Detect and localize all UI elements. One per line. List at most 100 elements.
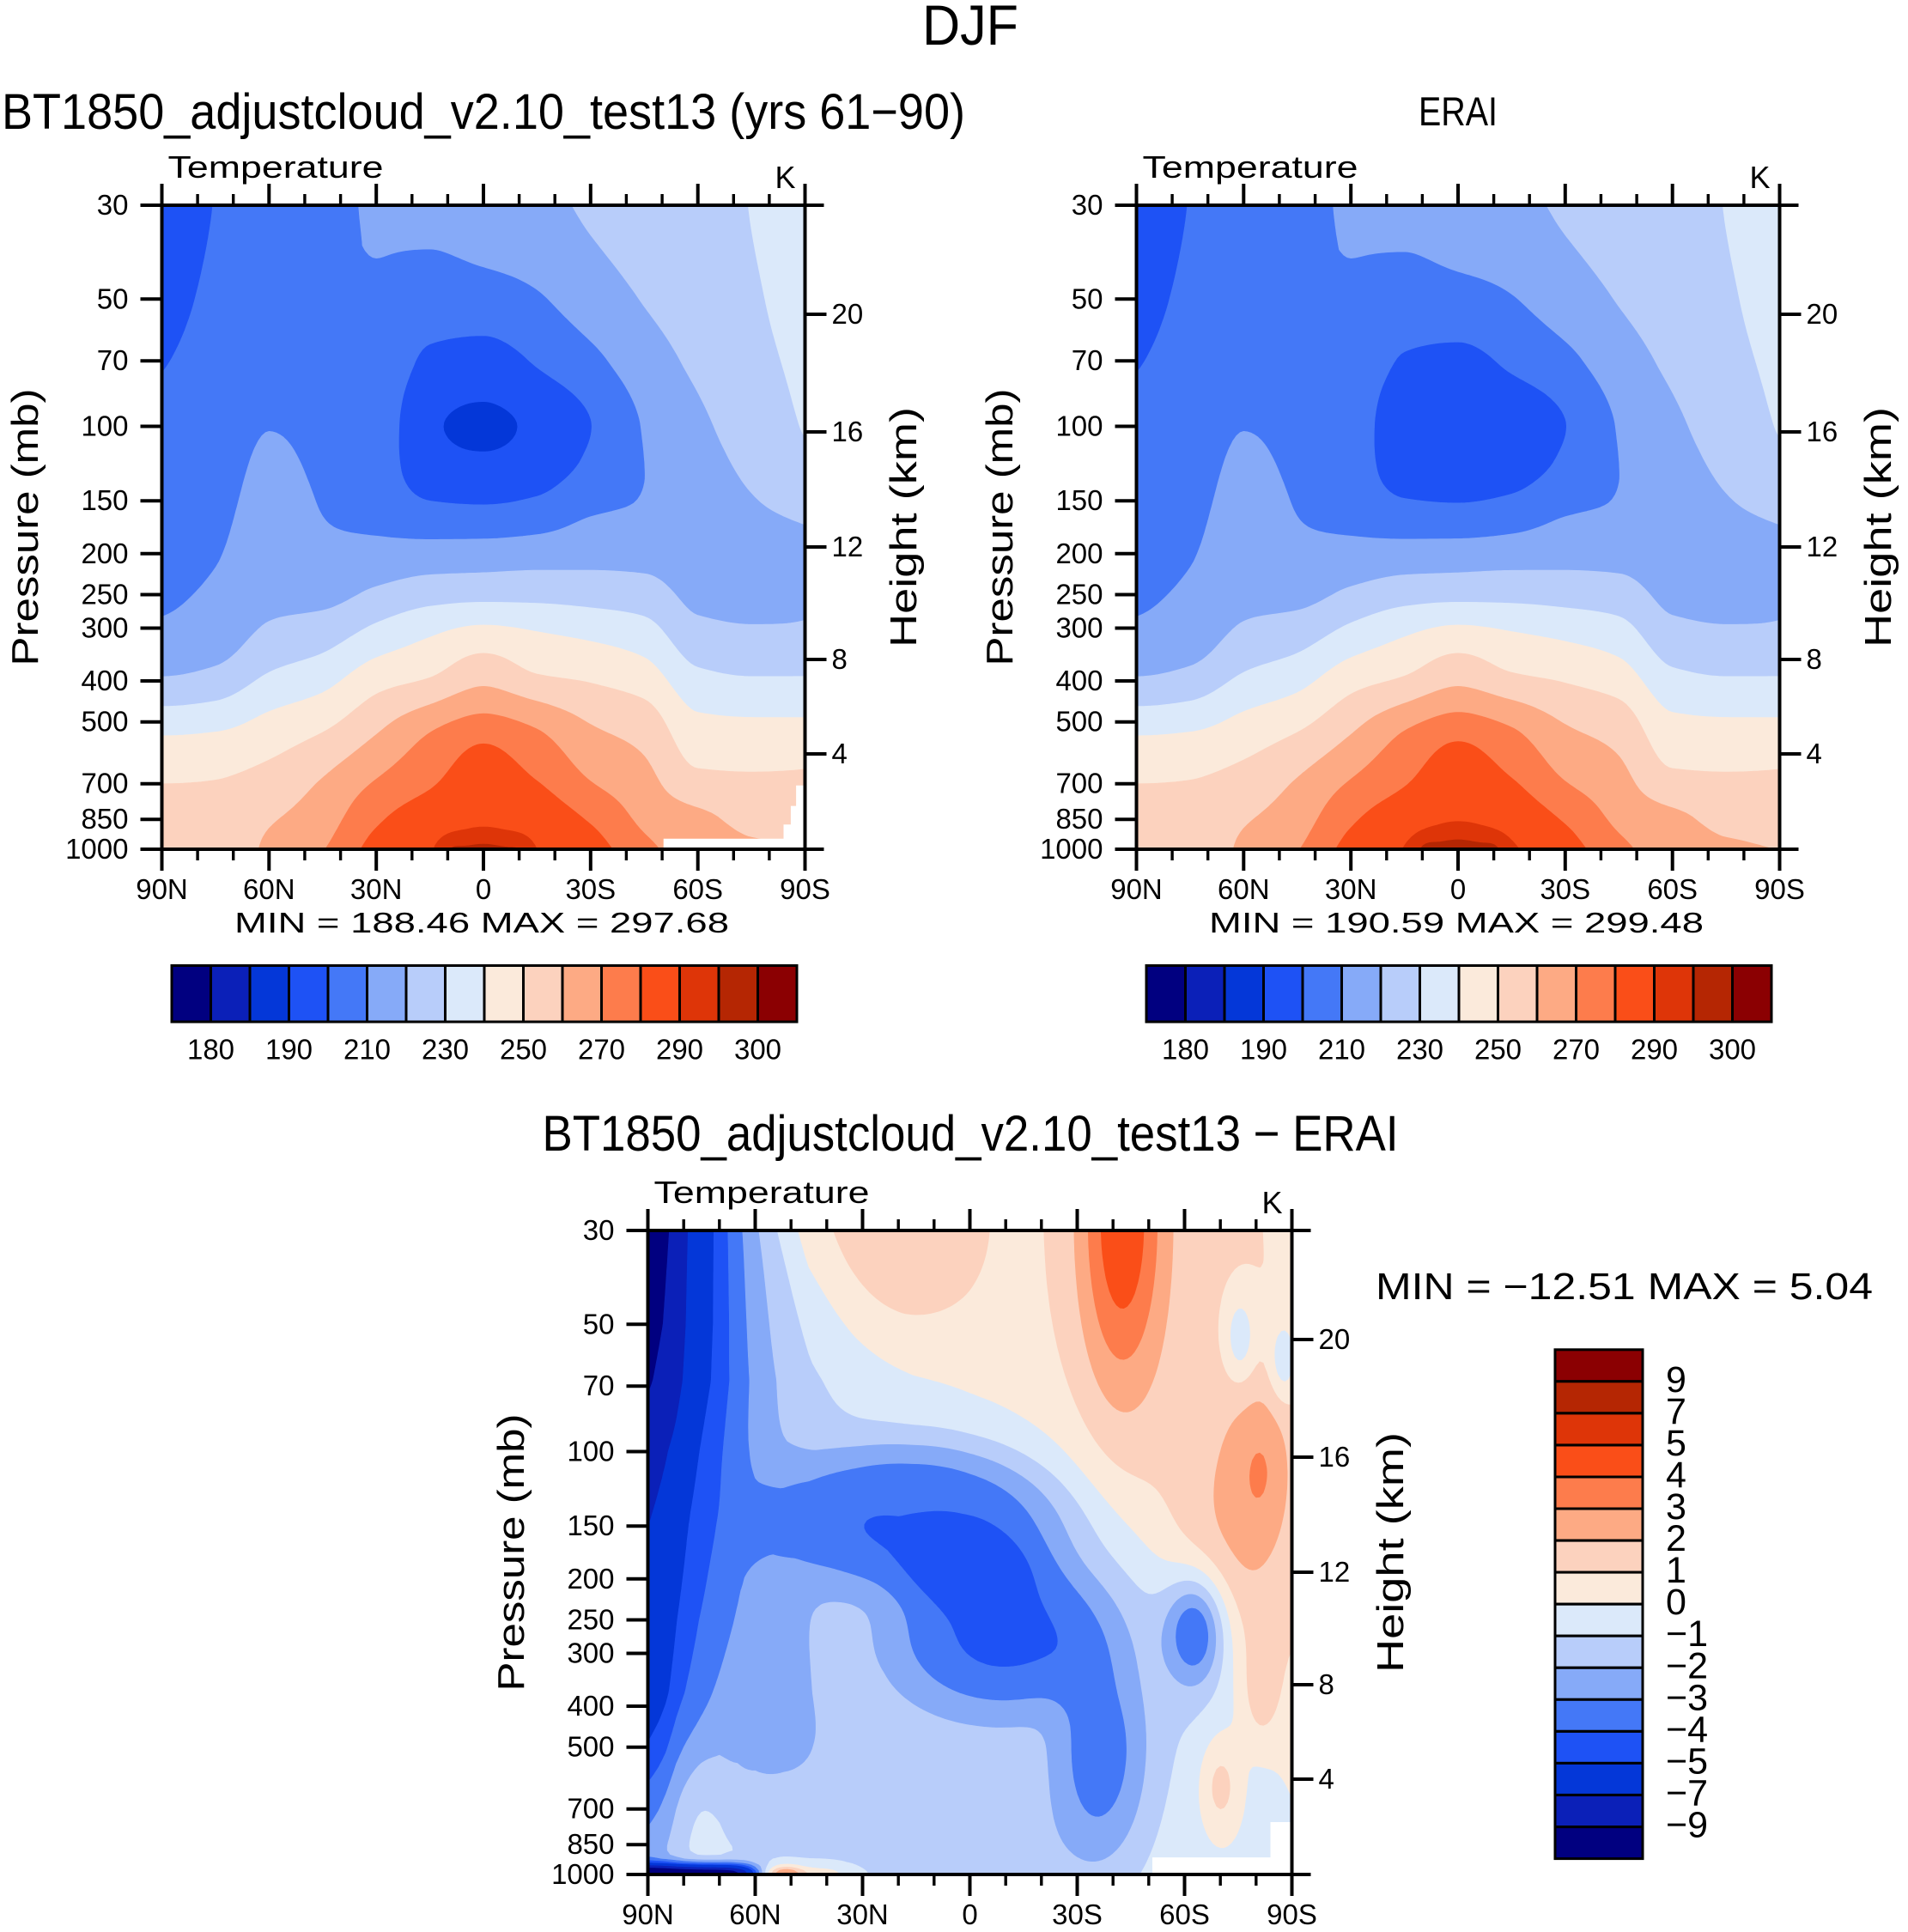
svg-text:400: 400 [567,1690,614,1722]
svg-text:3: 3 [1666,1486,1686,1528]
svg-text:200: 200 [81,538,128,569]
svg-text:1000: 1000 [65,833,128,865]
svg-text:250: 250 [567,1604,614,1636]
svg-text:70: 70 [583,1370,615,1401]
svg-text:MIN = 188.46 MAX = 297.: MIN = 188.46 MAX = 297.68 [234,907,729,939]
svg-text:−3: −3 [1666,1677,1708,1718]
svg-text:12: 12 [832,531,864,562]
svg-text:210: 210 [343,1034,391,1066]
svg-text:0: 0 [962,1899,977,1930]
svg-text:MIN = 190.59 MAX = 299.: MIN = 190.59 MAX = 299.48 [1209,907,1704,939]
svg-text:150: 150 [1055,484,1103,516]
svg-text:150: 150 [81,484,128,516]
svg-text:250: 250 [500,1034,547,1066]
svg-text:850: 850 [1055,803,1103,835]
svg-text:20: 20 [1807,298,1838,330]
svg-text:16: 16 [1807,416,1838,447]
svg-text:−1: −1 [1666,1613,1708,1655]
svg-text:1000: 1000 [1040,833,1103,865]
svg-text:60N: 60N [729,1899,781,1930]
svg-text:0: 0 [476,873,491,905]
svg-text:200: 200 [567,1563,614,1595]
svg-text:700: 700 [567,1793,614,1825]
svg-text:60S: 60S [1647,873,1698,905]
svg-text:Temperature: Temperature [168,149,384,185]
svg-text:500: 500 [81,706,128,738]
svg-text:210: 210 [1318,1034,1365,1066]
svg-text:90S: 90S [1754,873,1805,905]
svg-text:−4: −4 [1666,1709,1708,1750]
svg-text:200: 200 [1055,538,1103,569]
svg-text:250: 250 [1474,1034,1522,1066]
svg-text:Height (km): Height (km) [1857,407,1899,647]
svg-text:500: 500 [1055,706,1103,738]
svg-text:20: 20 [1319,1323,1351,1355]
svg-text:250: 250 [81,579,128,611]
svg-text:BT1850_adjustcloud_v2.10_test1: BT1850_adjustcloud_v2.10_test13 − ERAI [543,1106,1399,1162]
svg-text:K: K [1749,160,1770,195]
svg-text:850: 850 [81,803,128,835]
svg-text:50: 50 [1072,283,1103,314]
svg-text:270: 270 [578,1034,625,1066]
svg-text:30: 30 [583,1214,615,1246]
svg-text:60S: 60S [1159,1899,1210,1930]
svg-text:4: 4 [1319,1763,1334,1795]
svg-text:Temperature: Temperature [1143,149,1358,185]
svg-text:60N: 60N [1218,873,1270,905]
svg-text:50: 50 [583,1308,615,1340]
svg-text:250: 250 [1055,579,1103,611]
svg-text:230: 230 [1396,1034,1443,1066]
svg-text:K: K [775,160,795,195]
svg-text:290: 290 [1631,1034,1678,1066]
svg-text:16: 16 [832,416,864,447]
svg-text:7: 7 [1666,1391,1686,1432]
svg-text:1: 1 [1666,1550,1686,1591]
svg-text:400: 400 [1055,665,1103,696]
svg-text:180: 180 [187,1034,234,1066]
svg-text:700: 700 [1055,768,1103,799]
svg-text:9: 9 [1666,1359,1686,1400]
svg-text:60S: 60S [672,873,723,905]
svg-text:150: 150 [567,1510,614,1541]
svg-text:100: 100 [1055,410,1103,442]
svg-text:30N: 30N [1325,873,1377,905]
svg-text:4: 4 [1807,738,1822,769]
svg-text:300: 300 [1709,1034,1756,1066]
svg-text:Temperature: Temperature [654,1175,870,1210]
svg-text:0: 0 [1450,873,1466,905]
svg-text:Height (km): Height (km) [1370,1432,1412,1673]
svg-text:60N: 60N [243,873,295,905]
svg-text:90N: 90N [136,873,188,905]
svg-text:300: 300 [567,1637,614,1669]
svg-text:850: 850 [567,1828,614,1860]
svg-text:300: 300 [81,612,128,644]
svg-text:4: 4 [1666,1455,1686,1496]
svg-text:70: 70 [97,344,129,376]
svg-text:8: 8 [1319,1668,1334,1700]
svg-text:Pressure (mb): Pressure (mb) [979,389,1021,666]
svg-text:12: 12 [1807,531,1838,562]
svg-text:30S: 30S [1540,873,1590,905]
svg-text:90S: 90S [1267,1899,1317,1930]
svg-text:190: 190 [1240,1034,1287,1066]
svg-text:500: 500 [567,1731,614,1763]
svg-text:2: 2 [1666,1518,1686,1559]
svg-text:300: 300 [734,1034,781,1066]
svg-text:8: 8 [832,643,848,675]
svg-text:DJF: DJF [922,0,1018,57]
svg-text:180: 180 [1162,1034,1209,1066]
svg-text:190: 190 [265,1034,313,1066]
svg-text:−5: −5 [1666,1741,1708,1782]
svg-text:30: 30 [1072,189,1103,221]
svg-text:50: 50 [97,283,129,314]
svg-text:0: 0 [1666,1582,1686,1623]
svg-text:100: 100 [567,1436,614,1467]
svg-text:70: 70 [1072,344,1103,376]
svg-text:270: 270 [1553,1034,1600,1066]
svg-text:230: 230 [422,1034,469,1066]
svg-text:100: 100 [81,410,128,442]
svg-text:30N: 30N [350,873,403,905]
svg-text:Height (km): Height (km) [883,407,925,647]
svg-text:4: 4 [832,738,848,769]
svg-text:700: 700 [81,768,128,799]
